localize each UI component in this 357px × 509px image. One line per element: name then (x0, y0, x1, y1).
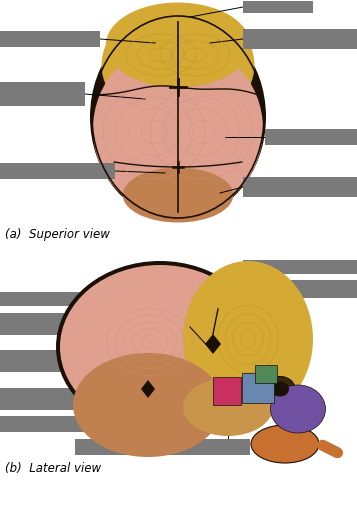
Text: (a)  Superior view: (a) Superior view (5, 228, 110, 241)
Bar (265, 130, 357, 146)
Bar (0, 83, 85, 107)
Polygon shape (141, 380, 155, 398)
Bar (75, 439, 250, 455)
Ellipse shape (183, 262, 313, 417)
Ellipse shape (251, 425, 319, 463)
Bar (0, 350, 80, 372)
Ellipse shape (271, 382, 289, 397)
Bar (0, 32, 100, 48)
Bar (243, 2, 313, 14)
Bar (243, 178, 357, 197)
Polygon shape (205, 334, 221, 354)
Ellipse shape (101, 6, 255, 126)
Bar (0, 416, 110, 432)
Ellipse shape (183, 378, 273, 436)
Ellipse shape (73, 353, 223, 457)
Ellipse shape (56, 262, 264, 433)
Bar (213, 377, 241, 405)
Text: (b)  Lateral view: (b) Lateral view (5, 461, 101, 474)
Bar (242, 373, 274, 403)
Bar (243, 30, 357, 50)
Ellipse shape (90, 15, 266, 220)
Bar (243, 280, 357, 298)
Bar (0, 388, 80, 410)
Bar (243, 261, 357, 274)
Bar (0, 293, 115, 306)
Ellipse shape (271, 385, 326, 433)
Ellipse shape (93, 42, 263, 217)
Bar (0, 314, 80, 335)
Bar (255, 365, 277, 383)
Bar (0, 164, 115, 180)
FancyArrowPatch shape (322, 445, 337, 453)
Ellipse shape (123, 168, 233, 223)
Ellipse shape (106, 4, 250, 89)
Ellipse shape (60, 266, 260, 429)
Ellipse shape (265, 377, 295, 402)
